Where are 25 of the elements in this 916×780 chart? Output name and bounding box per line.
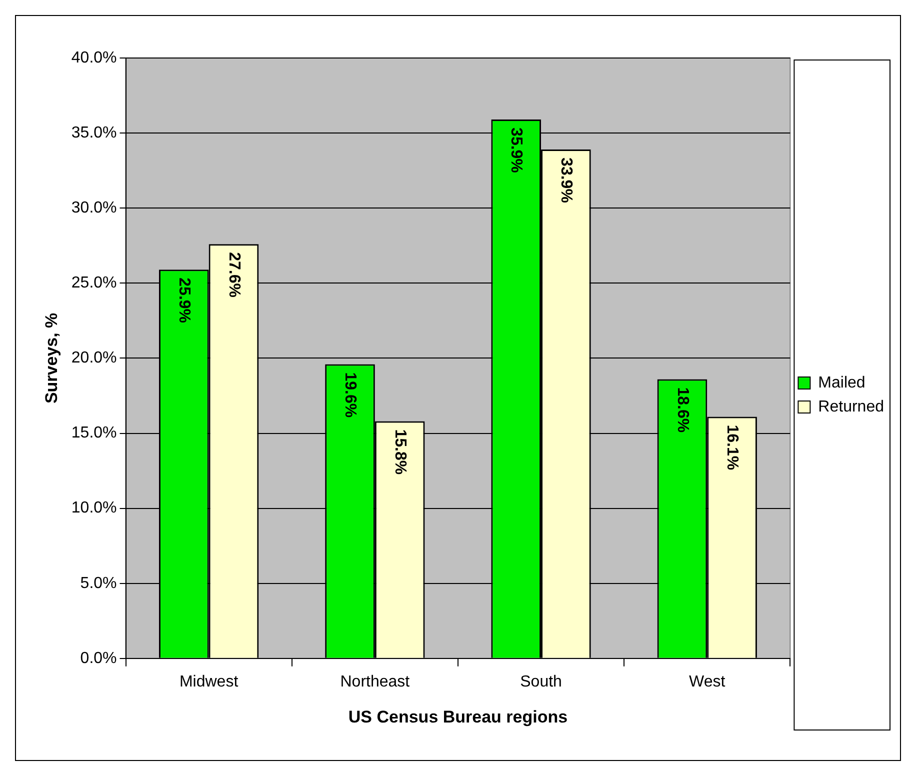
data-label: 16.1% bbox=[724, 424, 741, 470]
data-label: 25.9% bbox=[175, 278, 192, 324]
legend-label: Mailed bbox=[818, 374, 866, 392]
legend-label: Returned bbox=[818, 398, 884, 416]
x-tick-label: Northeast bbox=[340, 673, 410, 690]
data-label: 35.9% bbox=[508, 128, 525, 173]
data-label: 15.8% bbox=[391, 429, 408, 475]
y-axis-title: Surveys, % bbox=[42, 312, 61, 404]
x-tick-label: Midwest bbox=[179, 673, 239, 690]
y-tick-label: 25.0% bbox=[71, 274, 117, 292]
y-tick-label: 20.0% bbox=[71, 350, 117, 367]
data-label: 33.9% bbox=[558, 158, 575, 203]
x-tick-label: West bbox=[689, 673, 726, 690]
x-tick-label: South bbox=[520, 673, 562, 690]
y-tick-label: 10.0% bbox=[71, 500, 117, 517]
y-tick-label: 35.0% bbox=[71, 124, 117, 142]
data-label: 19.6% bbox=[342, 372, 359, 418]
x-axis-title: US Census Bureau regions bbox=[348, 707, 568, 726]
data-label: 27.6% bbox=[225, 252, 242, 298]
y-tick-label: 30.0% bbox=[71, 200, 117, 217]
y-tick-label: 40.0% bbox=[71, 49, 117, 66]
y-tick-label: 0.0% bbox=[80, 650, 117, 667]
data-label: 18.6% bbox=[674, 387, 691, 433]
y-tick-label: 15.0% bbox=[71, 424, 117, 442]
y-tick-label: 5.0% bbox=[80, 574, 117, 592]
